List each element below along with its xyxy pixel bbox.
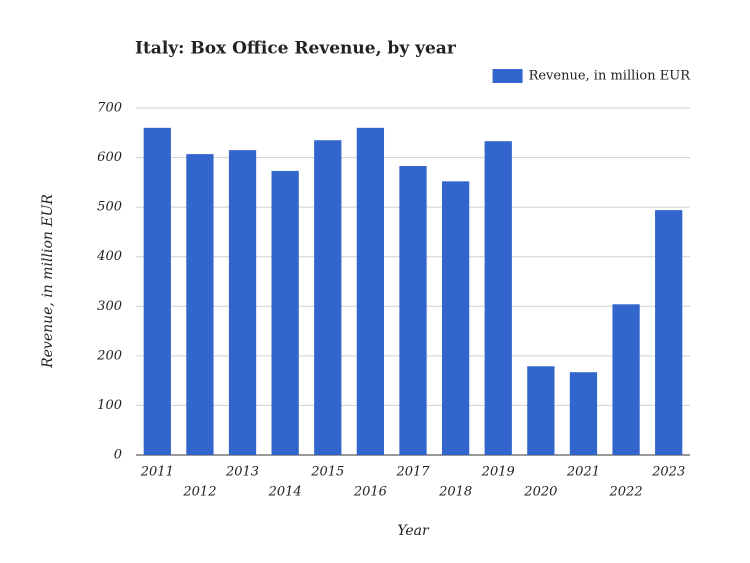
x-tick-label: 2013: [225, 465, 259, 480]
bar: [271, 170, 299, 455]
chart-title: Italy: Box Office Revenue, by year: [135, 39, 457, 59]
legend-swatch: [492, 69, 523, 83]
bar: [356, 127, 385, 455]
bar: [186, 154, 214, 455]
y-tick-label: 200: [96, 348, 122, 363]
x-tick-label: 2016: [353, 485, 387, 500]
x-tick-label: 2018: [438, 485, 472, 500]
x-tick-label: 2012: [182, 485, 216, 500]
y-tick-label: 700: [97, 101, 122, 116]
bar: [612, 304, 640, 455]
x-tick-label: 2015: [310, 465, 344, 480]
legend-label: Revenue, in million EUR: [529, 69, 692, 84]
y-axis-title: Revenue, in million EUR: [40, 194, 56, 369]
x-tick-label: 2023: [651, 465, 685, 480]
y-tick-label: 600: [97, 150, 122, 165]
bar: [655, 210, 683, 455]
x-axis-title: Year: [397, 523, 430, 539]
bar: [527, 366, 555, 455]
bar: [484, 141, 512, 455]
bar: [569, 372, 598, 455]
y-tick-label: 300: [97, 299, 122, 314]
x-tick-label: 2020: [523, 485, 557, 500]
x-tick-label: 2017: [395, 465, 430, 480]
bar: [441, 181, 470, 455]
x-tick-label: 2011: [140, 465, 174, 480]
bar: [143, 127, 171, 455]
bar: [228, 150, 257, 455]
x-tick-label: 2021: [566, 465, 600, 480]
y-tick-label: 400: [96, 249, 122, 264]
y-tick-label: 100: [97, 398, 122, 413]
y-tick-label: 0: [114, 448, 122, 463]
bar: [314, 140, 342, 455]
x-tick-label: 2019: [481, 465, 515, 480]
y-tick-label: 500: [97, 200, 122, 215]
x-tick-label: 2022: [609, 485, 643, 500]
bar: [399, 165, 427, 455]
x-tick-label: 2014: [268, 485, 302, 500]
